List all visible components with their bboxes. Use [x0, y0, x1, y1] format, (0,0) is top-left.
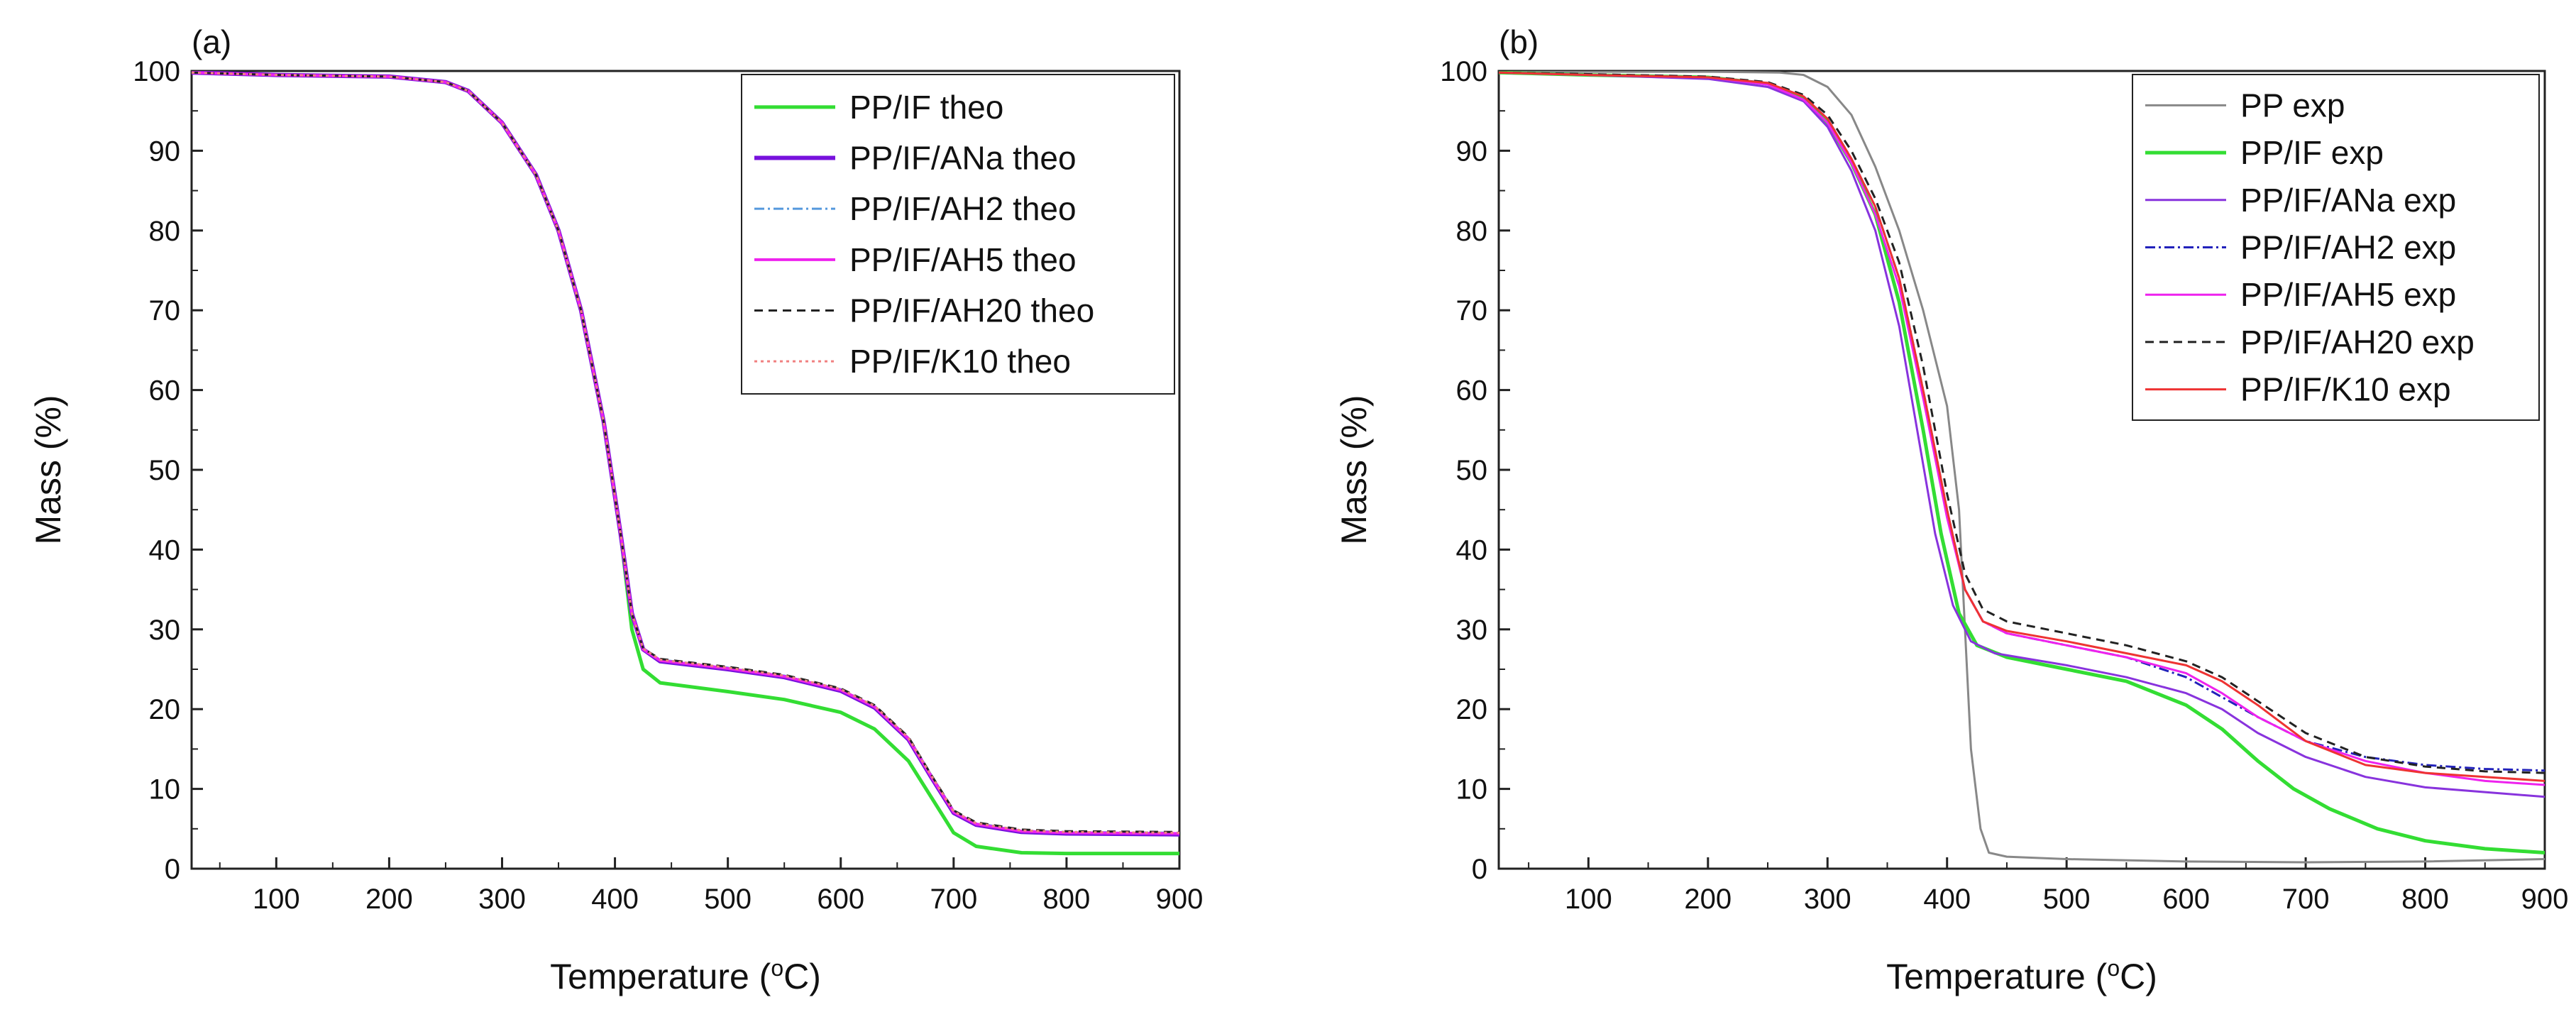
y-tick-label: 20	[149, 694, 181, 725]
x-tick-label: 700	[2282, 884, 2330, 915]
y-tick-label: 80	[1456, 216, 1488, 247]
x-tick-label: 500	[2043, 884, 2091, 915]
y-tick-label: 20	[1456, 694, 1488, 725]
legend-label: PP/IF exp	[2240, 134, 2384, 171]
panel-label: (a)	[192, 23, 231, 60]
legend-label: PP/IF/AH20 theo	[849, 292, 1094, 329]
series-line-pp-if-k10-exp	[1499, 71, 2545, 782]
panel-label: (b)	[1499, 23, 1539, 60]
legend-label: PP/IF/AH5 exp	[2240, 276, 2456, 313]
x-tick-label: 900	[1156, 884, 1204, 915]
y-tick-label: 70	[1456, 295, 1488, 326]
legend-label: PP exp	[2240, 87, 2345, 123]
y-tick-label: 10	[1456, 774, 1488, 806]
series-line-pp-if-ah5-theo	[192, 71, 1179, 835]
legend-label: PP/IF/AH20 exp	[2240, 324, 2475, 361]
legend: PP exp PP/IF exp PP/IF/ANa exp PP/IF/AH2 ex…	[2132, 74, 2540, 421]
x-tick-label: 100	[1565, 884, 1612, 915]
series-line-pp-if-ah20-exp	[1499, 71, 2545, 774]
x-tick-label: 400	[1923, 884, 1971, 915]
x-tick-label: 800	[1043, 884, 1091, 915]
x-tick-label: 700	[930, 884, 977, 915]
legend-label: PP/IF/ANa theo	[849, 140, 1077, 177]
x-tick-label: 800	[2401, 884, 2449, 915]
y-tick-label: 60	[149, 375, 181, 407]
panel-b: (b) 100 200 300 400 500 600 700 800 900 0 10 20 30 40 5…	[1334, 23, 2568, 996]
x-tick-label: 600	[817, 884, 864, 915]
x-tick-label: 300	[478, 884, 526, 915]
y-axis-title: Mass (%)	[1334, 395, 1374, 544]
y-tick-label: 40	[149, 534, 181, 566]
series-line-pp-if-ana-exp	[1499, 71, 2545, 798]
series-group	[192, 71, 1179, 856]
legend-label: PP/IF/K10 theo	[849, 343, 1071, 380]
legend-label: PP/IF/AH2 exp	[2240, 229, 2456, 266]
legend-label: PP/IF/AH5 theo	[849, 241, 1077, 278]
y-axis-title: Mass (%)	[28, 395, 68, 544]
y-tick-label: 90	[149, 136, 181, 167]
legend-label: PP/IF/K10 exp	[2240, 371, 2451, 408]
x-axis-title: Temperature (oC)	[550, 955, 821, 996]
x-tick-label: 500	[704, 884, 752, 915]
x-tick-label: 900	[2521, 884, 2569, 915]
panel-a: (a) 100 200 300 400 500 600 700 800 900 0 10 20 30 40 5…	[28, 23, 1203, 996]
legend-box	[741, 74, 1175, 395]
y-tick-label: 0	[165, 854, 180, 885]
y-tick-label: 30	[1456, 615, 1488, 646]
x-axis-title: Temperature (oC)	[1886, 955, 2157, 996]
y-tick-label: 30	[149, 615, 181, 646]
series-group	[1499, 71, 2545, 864]
x-tick-label: 400	[591, 884, 639, 915]
legend-label: PP/IF/ANa exp	[2240, 182, 2456, 219]
legend-label: PP/IF/AH2 theo	[849, 190, 1077, 227]
y-tick-label: 100	[1440, 56, 1487, 87]
legend-box	[2132, 74, 2540, 421]
x-tick-label: 200	[1684, 884, 1732, 915]
y-tick-label: 80	[149, 216, 181, 247]
x-tick-label: 100	[253, 884, 300, 915]
x-tick-label: 600	[2162, 884, 2210, 915]
x-tick-label: 200	[365, 884, 413, 915]
x-tick-label: 300	[1804, 884, 1851, 915]
y-tick-label: 60	[1456, 375, 1488, 407]
y-tick-label: 50	[149, 455, 181, 486]
y-tick-label: 90	[1456, 136, 1488, 167]
y-tick-label: 50	[1456, 455, 1488, 486]
y-tick-label: 0	[1472, 854, 1487, 885]
y-tick-label: 100	[133, 56, 180, 87]
y-tick-label: 40	[1456, 534, 1488, 566]
legend: PP/IF theo PP/IF/ANa theo PP/IF/AH2 theo PP…	[741, 74, 1175, 395]
y-tick-label: 70	[149, 295, 181, 326]
series-line-pp-exp	[1499, 71, 2545, 864]
y-tick-label: 10	[149, 774, 181, 806]
legend-label: PP/IF theo	[849, 89, 1003, 126]
